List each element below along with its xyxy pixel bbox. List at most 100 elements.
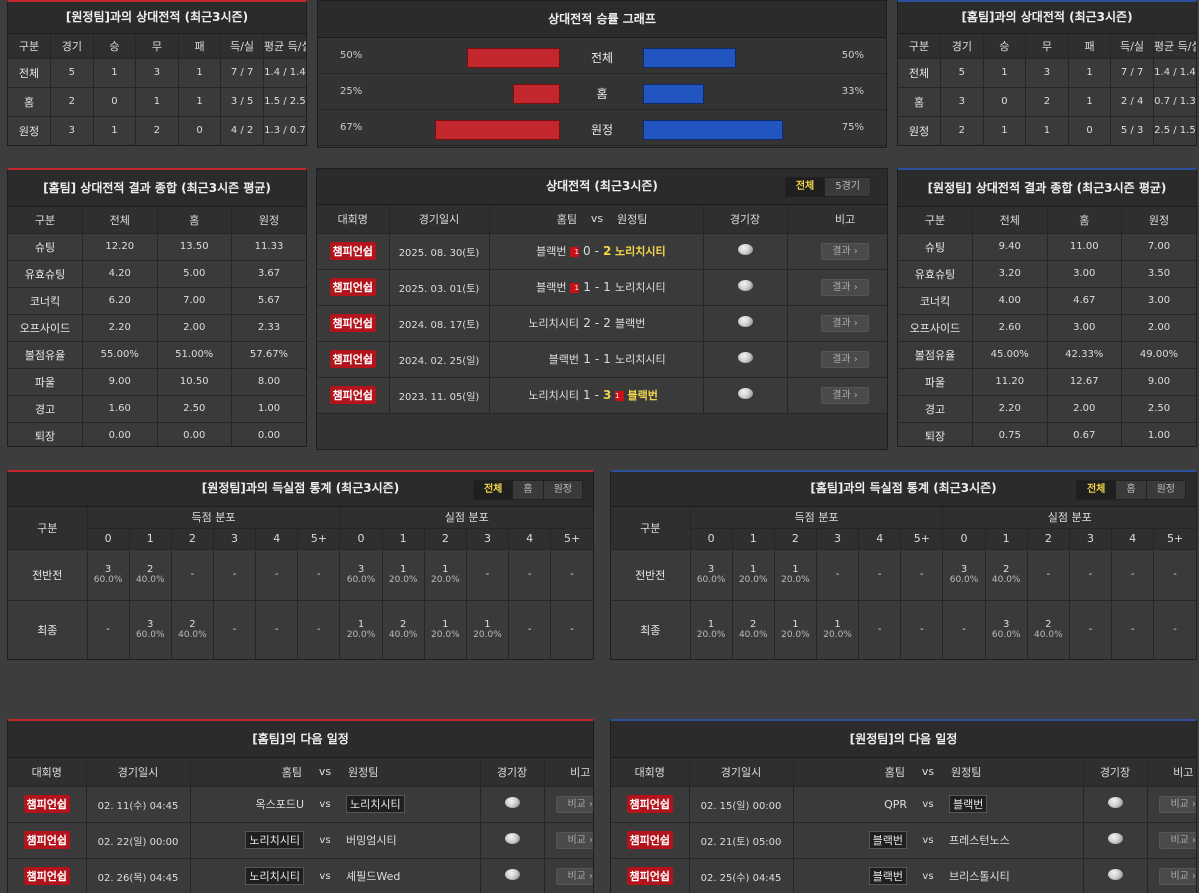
- goal-count-header: 5+: [297, 528, 341, 550]
- venue-cell: [480, 858, 545, 893]
- dist-cell: -: [213, 600, 257, 659]
- cell: 9.00: [1121, 368, 1196, 396]
- goal-count-header: 4: [255, 528, 299, 550]
- home-win-pct: 67%: [340, 122, 363, 133]
- home-team-cell: 노리치시티: [489, 377, 583, 414]
- home-summary-table: 구분 전체 홈 원정 슈팅 12.20 13.50 11.33 유효슈팅 4.20 5.00 3.6…: [8, 207, 306, 446]
- goal-count-header: 4: [508, 528, 552, 550]
- dist-cell: -: [1153, 600, 1196, 659]
- table-row: 퇴장 0.00 0.00 0.00: [8, 422, 306, 446]
- compare-button[interactable]: 비교 ›: [1159, 795, 1196, 813]
- cell: 51.00%: [157, 341, 232, 369]
- col-note: 비고: [1147, 758, 1196, 787]
- match-percent: 20.0%: [781, 574, 810, 585]
- venue-cell: [1083, 858, 1148, 893]
- tab-option-2[interactable]: 원정: [553, 484, 572, 495]
- dist-cell: -: [858, 549, 902, 601]
- row-label: 원정: [898, 116, 942, 145]
- result-button[interactable]: 결과 ›: [821, 278, 869, 296]
- vs-label: vs: [308, 858, 342, 893]
- dist-cell: 1 20.0%: [466, 600, 510, 659]
- tab-option-1[interactable]: 5경기: [835, 181, 860, 192]
- competition-badge: 챔피언쉽: [329, 314, 376, 332]
- compare-button[interactable]: 비교 ›: [556, 867, 593, 885]
- match-count: -: [485, 569, 490, 580]
- result-button[interactable]: 결과 ›: [821, 350, 869, 368]
- dist-cell: -: [255, 549, 299, 601]
- graph-row-label: 홈: [596, 87, 608, 101]
- table-row: 경고 2.20 2.00 2.50: [898, 395, 1196, 423]
- tab-option-1[interactable]: 홈: [1116, 481, 1147, 499]
- away-team: 노리치시티: [615, 245, 666, 258]
- tab-all[interactable]: 전체: [473, 481, 514, 499]
- match-count: -: [570, 569, 574, 580]
- venue-cell: [480, 822, 545, 859]
- match-count: -: [1173, 569, 1177, 580]
- result-button[interactable]: 결과 ›: [821, 242, 869, 260]
- tab-all[interactable]: 전체: [785, 178, 826, 196]
- match-count: -: [317, 569, 321, 580]
- col-header: 원정: [1121, 207, 1196, 234]
- cell: 5.67: [231, 287, 306, 315]
- competition-badge: 챔피언쉽: [329, 350, 376, 368]
- cell: 7 / 7: [1110, 58, 1154, 88]
- competition-badge: 챔피언쉽: [626, 795, 673, 813]
- match-date: 2024. 02. 25(일): [389, 341, 490, 378]
- match-count: 2: [189, 618, 196, 630]
- home-win-pct: 25%: [340, 86, 363, 97]
- cell: 11.00: [1047, 233, 1122, 261]
- col-date: 경기일시: [86, 758, 191, 787]
- compare-button[interactable]: 비교 ›: [1159, 831, 1196, 849]
- goal-count-header: 0: [339, 528, 383, 550]
- dist-cell: 2 40.0%: [985, 549, 1028, 601]
- match-count: 3: [147, 618, 154, 630]
- cell: 1: [178, 87, 222, 117]
- table-row: 전체 5 1 3 1 7 / 7 1.4 / 1.4: [898, 58, 1196, 88]
- dist-cell: -: [1027, 549, 1070, 601]
- vs-label: vs: [911, 822, 945, 859]
- panel-title-text: 상대전적 (최근3시즌): [546, 179, 658, 193]
- match-count: 2: [750, 618, 757, 630]
- row-label: 홈: [898, 87, 942, 117]
- away-team: 버밍엄시티: [346, 834, 397, 847]
- cell: 3.00: [1047, 260, 1122, 288]
- vs-label: vs: [911, 786, 945, 823]
- goal-count-header: 1: [985, 528, 1028, 550]
- col-away: 원정팀: [945, 758, 1084, 787]
- stadium-icon: [737, 316, 753, 327]
- match-date: 2025. 08. 30(토): [389, 233, 490, 270]
- schedule-row: 챔피언쉽 02. 26(목) 04:45 노리치시티 vs 셰필드Wed 비교 ›: [8, 858, 593, 893]
- away-team-cell: 버밍엄시티: [342, 822, 481, 859]
- cell: 57.67%: [231, 341, 306, 369]
- match-count: -: [1046, 569, 1051, 580]
- match-count: -: [190, 569, 195, 580]
- compare-button[interactable]: 비교 ›: [1159, 867, 1196, 885]
- away-team-cell: 블랙번: [611, 305, 704, 342]
- compare-button[interactable]: 비교 ›: [556, 831, 593, 849]
- match-percent: 20.0%: [346, 629, 376, 640]
- result-button[interactable]: 결과 ›: [821, 386, 869, 404]
- table-row: 원정 3 1 2 0 4 / 2 1.3 / 0.7: [8, 116, 306, 145]
- tab-option-2[interactable]: 원정: [1156, 484, 1175, 495]
- home-team-cell: 노리치시티: [190, 858, 308, 893]
- cell: 0.7 / 1.3: [1153, 87, 1196, 117]
- goal-count-header: 2: [424, 528, 467, 550]
- match-count: 1: [442, 563, 449, 575]
- goal-count-header: 4: [1111, 528, 1155, 550]
- result-button[interactable]: 결과 ›: [821, 314, 869, 332]
- cell: 3.20: [972, 260, 1048, 288]
- schedule-row: 챔피언쉽 02. 22(일) 00:00 노리치시티 vs 버밍엄시티 비교 ›: [8, 822, 593, 859]
- cell: 0.00: [231, 422, 306, 446]
- cell: 11.20: [972, 368, 1048, 396]
- compare-button[interactable]: 비교 ›: [556, 795, 593, 813]
- home-team-cell: 블랙번: [793, 822, 911, 859]
- dist-cell: -: [255, 600, 299, 659]
- tab-option-1[interactable]: 홈: [513, 481, 544, 499]
- dist-cell: -: [858, 600, 902, 659]
- cell: 3.50: [1121, 260, 1196, 288]
- tab-all[interactable]: 전체: [1076, 481, 1117, 499]
- col-vs: vs: [308, 758, 342, 787]
- cell: 2: [940, 116, 984, 145]
